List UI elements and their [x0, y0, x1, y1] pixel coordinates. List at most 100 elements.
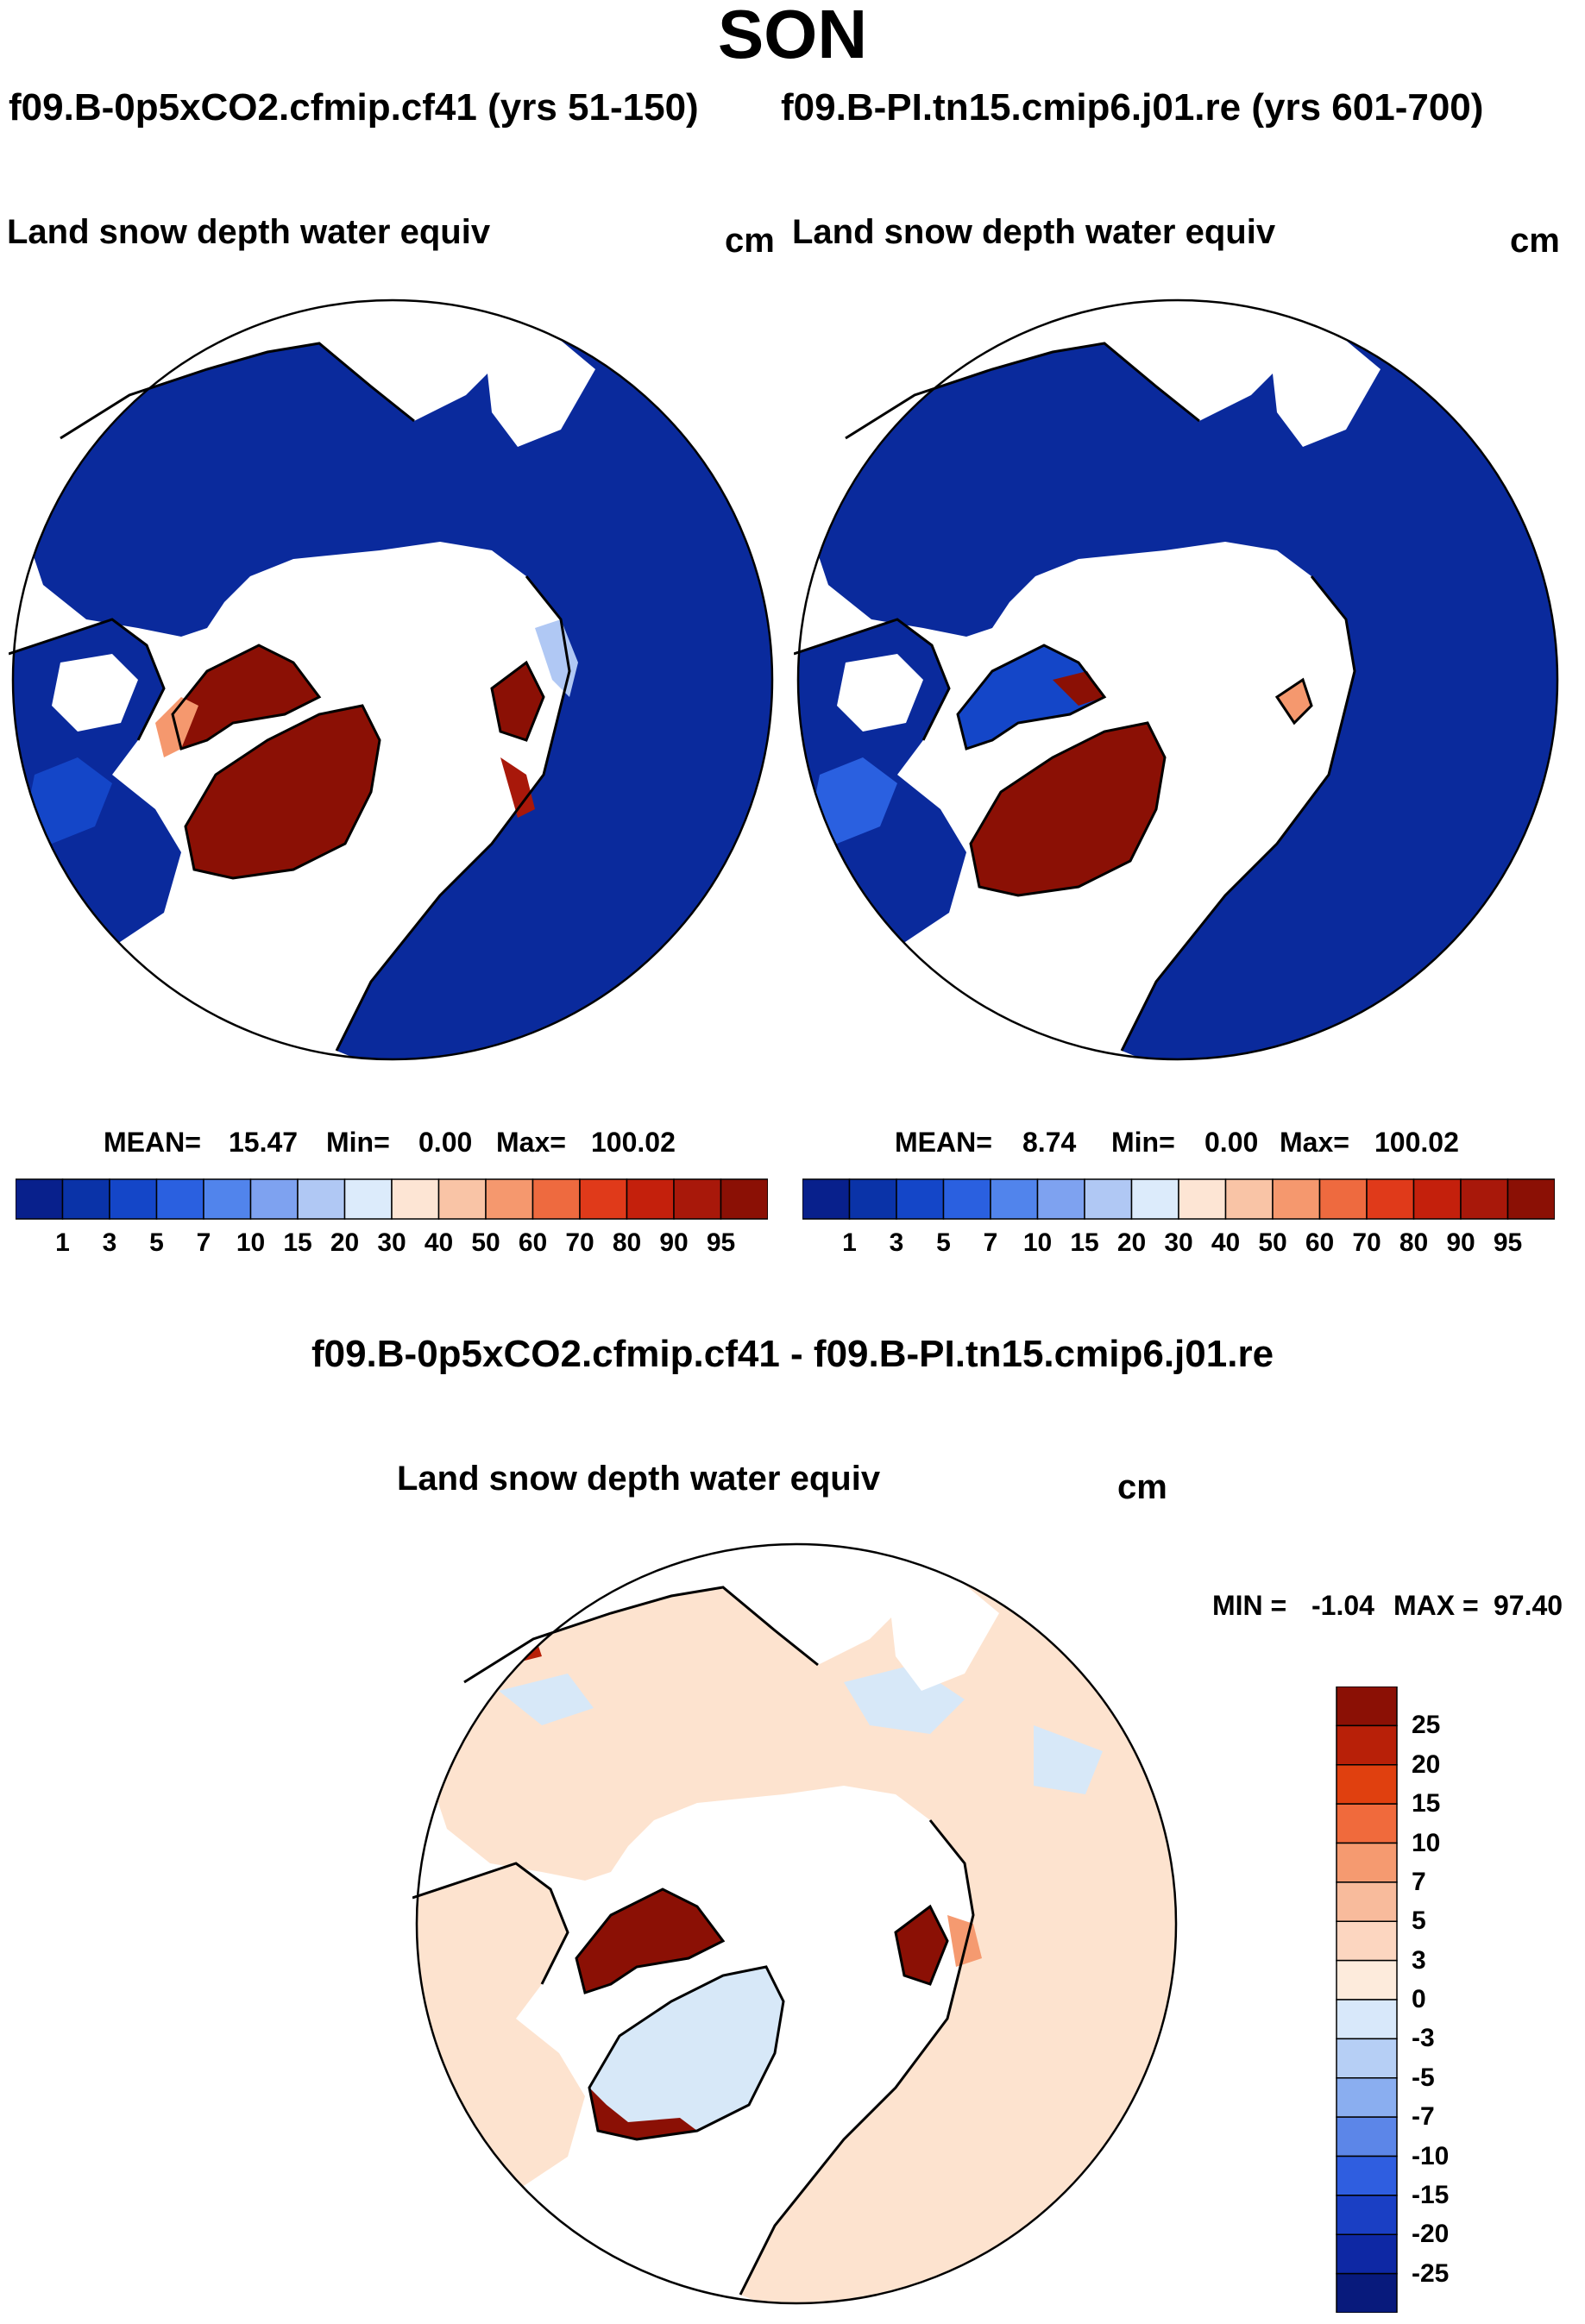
panel2-max-value: 100.02: [1374, 1127, 1459, 1158]
panel3-min-label: MIN =: [1212, 1590, 1287, 1621]
colorbar-swatch: [1336, 1920, 1398, 1962]
svalbard-snow: [1277, 680, 1311, 723]
colorbar-tick-label: -5: [1412, 2063, 1435, 2092]
colorbar-tick-label: -3: [1412, 2024, 1435, 2053]
colorbar-swatch: [1412, 1178, 1462, 1220]
colorbar-tick-label: 0: [1412, 1985, 1426, 2013]
colorbar-tick-label: 3: [889, 1228, 904, 1257]
colorbar-tick-label: 95: [1493, 1228, 1523, 1257]
colorbar-tick-label: 5: [1412, 1906, 1426, 1936]
colorbar-tick-label: 3: [102, 1228, 117, 1257]
colorbar-tick-label: 90: [659, 1228, 689, 1257]
colorbar-swatch: [485, 1178, 534, 1220]
colorbar-tick-label: 1: [55, 1228, 70, 1257]
colorbar-swatch: [1506, 1178, 1555, 1220]
colorbar-swatch: [437, 1178, 487, 1220]
colorbar-swatch: [1336, 2038, 1398, 2079]
greenland-rim-red: [589, 2088, 697, 2139]
panel2-polar-map: [794, 298, 1559, 1061]
north-america-snow-mid: [811, 757, 897, 844]
colorbar-tick-label: 30: [1164, 1228, 1193, 1257]
colorbar-swatch: [1336, 1842, 1398, 1883]
colorbar-swatch: [1178, 1178, 1227, 1220]
colorbar-swatch: [1366, 1178, 1415, 1220]
colorbar-swatch: [1336, 2155, 1398, 2196]
siberia-islands-snow: [500, 757, 535, 818]
colorbar-swatch: [626, 1178, 675, 1220]
colorbar-swatch: [1336, 1764, 1398, 1805]
colorbar-swatch: [1336, 1881, 1398, 1922]
panel1-mean-value: 15.47: [229, 1127, 299, 1158]
colorbar-swatch: [1084, 1178, 1133, 1220]
colorbar-tick-label: 70: [1352, 1228, 1381, 1257]
map-boundary: [11, 298, 774, 1061]
map-boundary: [796, 298, 1559, 1061]
colorbar-swatch: [1336, 2233, 1398, 2275]
panel1-mean-label: MEAN=: [104, 1127, 201, 1158]
colorbar-swatch: [1318, 1178, 1368, 1220]
coastlines: [412, 1586, 975, 2296]
greenland-snow: [186, 706, 380, 878]
panel1-units-label: cm: [725, 222, 775, 260]
colorbar-swatch: [579, 1178, 628, 1220]
figure-title: SON: [717, 0, 868, 72]
greenland-snow: [971, 723, 1165, 895]
colorbar-swatch: [1336, 2077, 1398, 2118]
eurasia-snow-region: [811, 326, 1557, 1059]
colorbar-swatch: [1272, 1178, 1321, 1220]
colorbar-tick-label: 5: [936, 1228, 951, 1257]
colorbar-tick-label: 50: [471, 1228, 500, 1257]
colorbar-tick-label: 60: [1305, 1228, 1335, 1257]
panel3-variable-label: Land snow depth water equiv: [397, 1460, 881, 1498]
colorbar-tick-label: 10: [1022, 1228, 1053, 1257]
panel3-polar-map: [412, 1542, 1178, 2305]
colorbar-tick-label: -7: [1412, 2102, 1435, 2132]
panel1-polar-map: [9, 298, 774, 1061]
colorbar-swatch: [673, 1178, 722, 1220]
eastasia-light-blue: [499, 1674, 594, 1725]
colorbar-tick-label: 20: [1412, 1749, 1441, 1779]
colorbar-swatch: [1336, 1686, 1398, 1727]
colorbar-tick-label: 90: [1446, 1228, 1475, 1257]
panel1-max-label: Max=: [496, 1127, 566, 1158]
panel1-variable-label: Land snow depth water equiv: [7, 213, 491, 251]
colorbar-swatch: [1336, 1959, 1398, 2001]
panel2-min-value: 0.00: [1204, 1127, 1259, 1158]
colorbar-swatch: [1336, 1724, 1398, 1766]
panel3-max-value: 97.40: [1494, 1590, 1563, 1621]
colorbar-tick-label: 80: [612, 1228, 642, 1257]
colorbar-tick-label: 5: [149, 1228, 164, 1257]
right-run-title: f09.B-PI.tn15.cmip6.j01.re (yrs 601-700): [781, 86, 1484, 129]
colorbar-swatch: [297, 1178, 346, 1220]
colorbar-swatch: [990, 1178, 1039, 1220]
colorbar-swatch: [1460, 1178, 1509, 1220]
svalbard-diff: [896, 1906, 947, 1984]
colorbar-swatch: [203, 1178, 252, 1220]
colorbar-tick-label: 7: [1412, 1867, 1426, 1896]
scandinavia-diff: [947, 1915, 982, 1967]
colorbar-tick-label: 15: [1412, 1789, 1441, 1818]
colorbar-tick-label: 20: [330, 1228, 360, 1257]
colorbar-tick-label: 25: [1412, 1711, 1441, 1740]
colorbar-tick-label: 15: [1070, 1228, 1099, 1257]
svalbard-snow: [492, 663, 544, 740]
panel2-mean-label: MEAN=: [895, 1127, 992, 1158]
colorbar-swatch: [249, 1178, 299, 1220]
bare-land-north-america: [52, 654, 138, 732]
colorbar-tick-label: 7: [196, 1228, 211, 1257]
colorbar-swatch: [942, 1178, 991, 1220]
colorbar-tick-label: 3: [1412, 1945, 1426, 1975]
colorbar-tick-label: -25: [1412, 2258, 1450, 2288]
colorbar-swatch: [1336, 2272, 1398, 2313]
land-peach-region: [430, 1570, 1176, 2303]
colorbar-tick-label: 30: [377, 1228, 406, 1257]
panel3-min-value: -1.04: [1311, 1590, 1374, 1621]
colorbar-swatch: [109, 1178, 158, 1220]
colorbar-tick-label: 7: [983, 1228, 998, 1257]
bare-land-east: [887, 1570, 999, 1691]
colorbar-tick-label: 20: [1116, 1228, 1147, 1257]
colorbar-tick-label: -20: [1412, 2220, 1450, 2249]
greenland-diff: [589, 1967, 783, 2139]
colorbar-swatch: [1336, 1803, 1398, 1844]
colorbar-tick-label: 70: [565, 1228, 594, 1257]
